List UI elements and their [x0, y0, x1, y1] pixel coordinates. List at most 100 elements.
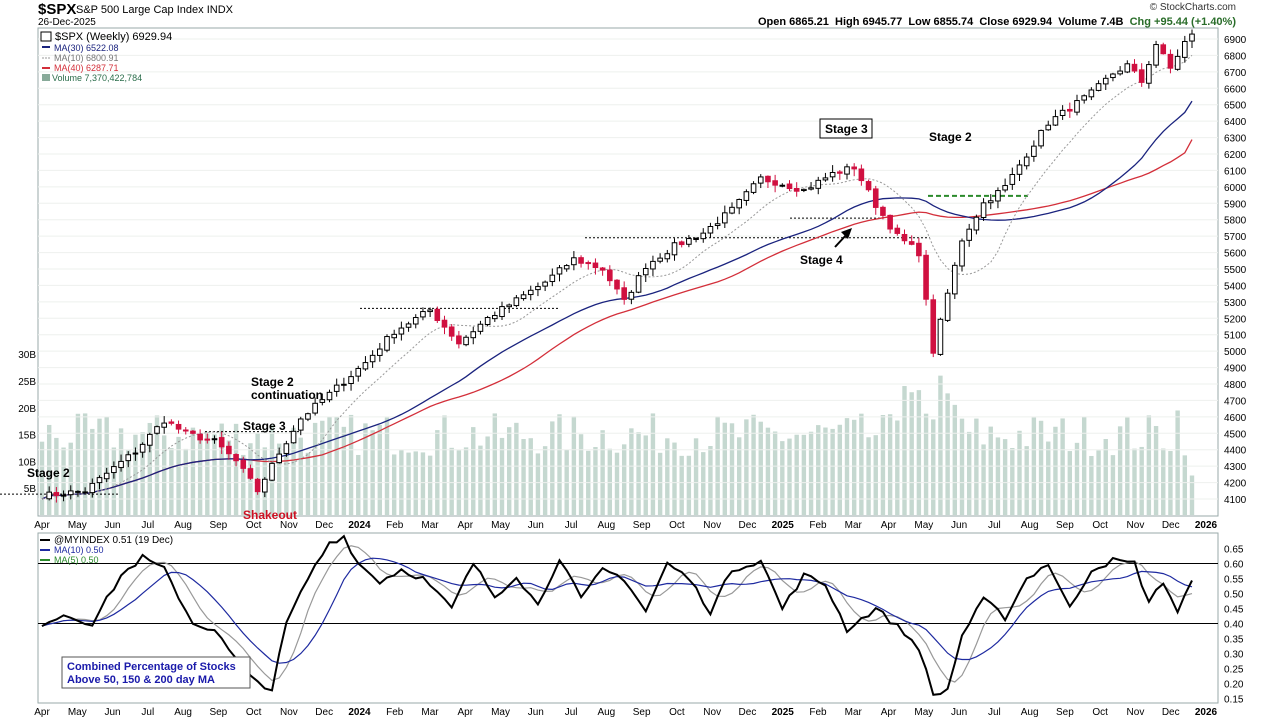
- legend-volume: Volume 7,370,422,784: [52, 73, 142, 83]
- candle-body: [822, 177, 829, 181]
- candle-body: [1110, 73, 1116, 79]
- volume-tick-label: 10B: [18, 457, 36, 468]
- grid: [38, 38, 1218, 500]
- candle-body: [355, 367, 362, 377]
- candle-body: [420, 311, 426, 318]
- volume-bar: [923, 413, 929, 515]
- candle-body: [1102, 77, 1109, 85]
- candle-body: [880, 206, 886, 216]
- volume-bar: [614, 452, 620, 515]
- month-label-top: May: [914, 520, 933, 531]
- candle-body: [477, 323, 484, 332]
- month-label-top: Nov: [280, 520, 298, 531]
- candle-body: [269, 462, 275, 481]
- volume-bar: [276, 443, 282, 515]
- candle-body: [204, 438, 211, 441]
- volume-bar: [1103, 439, 1108, 515]
- volume-bar: [916, 390, 922, 515]
- price-tick-label: 6700: [1224, 68, 1247, 79]
- month-label-top: Aug: [597, 520, 615, 531]
- volume-bar: [118, 428, 124, 515]
- volume-bar: [312, 422, 318, 515]
- volume-bar: [959, 418, 965, 515]
- month-label-bottom: Oct: [1092, 707, 1108, 718]
- price-tick-label: 5100: [1224, 331, 1247, 342]
- volume-bar: [463, 447, 469, 515]
- indicator-tick-label: 0.55: [1224, 575, 1244, 586]
- price-tick-label: 6500: [1224, 101, 1247, 112]
- month-label-top: Mar: [421, 520, 439, 531]
- volume-bar: [1175, 410, 1180, 515]
- month-label-top: Oct: [246, 520, 262, 531]
- candle-body: [887, 214, 893, 230]
- month-label-top: Apr: [881, 520, 897, 531]
- volume-bar: [851, 419, 857, 515]
- indicator-tick-label: 0.35: [1224, 635, 1244, 646]
- candle-body: [247, 468, 254, 479]
- candle-body: [793, 187, 800, 192]
- volume-bar: [578, 434, 584, 515]
- candle-body: [578, 257, 584, 264]
- candle-body: [607, 269, 613, 282]
- volume-bar: [765, 427, 771, 515]
- volume-bar: [226, 440, 232, 515]
- volume-value: Volume 7.4B: [1058, 16, 1124, 28]
- volume-bar: [485, 436, 490, 515]
- annotation-stage2-continuation-1: Stage 2: [251, 375, 294, 389]
- candle-body: [427, 309, 433, 313]
- price-tick-label: 4300: [1224, 462, 1247, 473]
- indicator-line: [41, 534, 1193, 696]
- volume-bar: [1117, 426, 1123, 515]
- open-value: Open 6865.21: [757, 16, 829, 28]
- volume-bar: [435, 430, 440, 515]
- month-label-top: Sep: [209, 520, 227, 531]
- candle-body: [707, 225, 714, 234]
- month-label-top: Oct: [1092, 520, 1108, 531]
- candle-body: [599, 267, 606, 271]
- change-value: Chg +95.44 (+1.40%): [1129, 16, 1236, 28]
- volume-swatch: [42, 74, 50, 81]
- indicator-title: @MYINDEX 0.51 (19 Dec): [54, 535, 173, 546]
- candle-body: [894, 227, 901, 234]
- volume-bar: [1038, 420, 1044, 515]
- candle-body: [398, 327, 405, 335]
- volume-bar: [988, 426, 993, 515]
- month-label-bottom: Jul: [565, 707, 578, 718]
- candle-body: [384, 336, 390, 351]
- price-tick-label: 6300: [1224, 134, 1247, 145]
- candle-body: [1167, 53, 1174, 69]
- candle-body: [499, 306, 505, 318]
- candle-body: [657, 257, 663, 262]
- candle-body: [341, 383, 347, 386]
- candle-body: [614, 279, 620, 290]
- candle-body: [980, 202, 987, 218]
- candle-body: [362, 362, 369, 370]
- month-label-bottom: Aug: [1021, 707, 1039, 718]
- volume-bar: [966, 431, 972, 515]
- indicator-ma10: MA(10) 0.50: [54, 545, 104, 555]
- month-label-top: Aug: [1021, 520, 1039, 531]
- month-label-bottom: Aug: [597, 707, 615, 718]
- volume-bar: [506, 427, 512, 515]
- candle-body: [506, 304, 512, 308]
- month-label-bottom: Mar: [845, 707, 863, 718]
- candle-body: [829, 171, 836, 178]
- month-label-top: Apr: [457, 520, 473, 531]
- candle-body: [901, 233, 908, 242]
- volume-bar: [995, 437, 1001, 515]
- month-label-bottom: May: [914, 707, 933, 718]
- indicator-tick-label: 0.65: [1224, 545, 1244, 556]
- candle-body: [513, 297, 520, 307]
- candle-body: [642, 267, 649, 276]
- volume-bar: [945, 393, 950, 515]
- candle-body: [456, 335, 462, 345]
- candle-body: [678, 241, 685, 246]
- candle-body: [53, 492, 60, 496]
- volume-bar: [736, 437, 742, 515]
- volume-bar: [147, 422, 153, 515]
- candle-body: [714, 223, 721, 227]
- candle-body: [772, 180, 778, 186]
- candle-body: [297, 418, 304, 431]
- month-label-bottom: Sep: [633, 707, 651, 718]
- candle-body: [312, 402, 318, 414]
